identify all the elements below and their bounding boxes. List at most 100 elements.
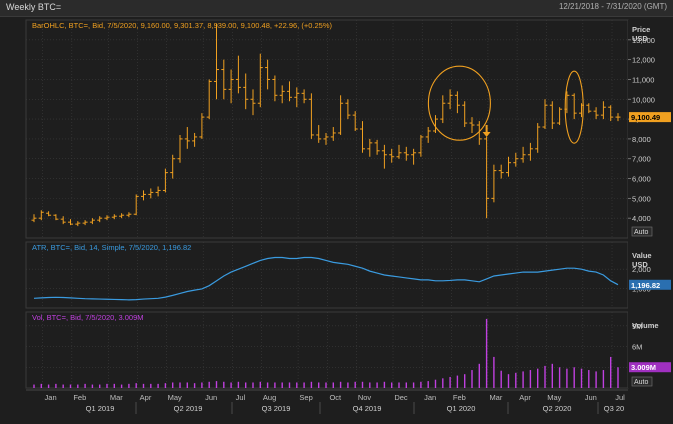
auto-button[interactable] bbox=[631, 226, 653, 237]
vol-legend: Vol, BTC=, Bid, 7/5/2020, 3.009M bbox=[32, 313, 144, 322]
price-y-tick-label: 13,000 bbox=[632, 36, 655, 45]
ohlc-bar bbox=[60, 216, 66, 225]
price-axis-unit: USD bbox=[632, 34, 648, 43]
ohlc-bar bbox=[381, 144, 387, 169]
ohlc-bar bbox=[206, 79, 212, 120]
x-tick-label: Jun bbox=[205, 393, 217, 402]
ohlc-bar bbox=[75, 221, 81, 227]
ohlc-bar bbox=[549, 101, 555, 129]
ohlc-bar bbox=[170, 154, 176, 179]
price-y-tick-label: 4,000 bbox=[632, 214, 651, 223]
ohlc-bar bbox=[600, 101, 606, 120]
ohlc-bar bbox=[31, 214, 37, 223]
x-tick-label: May bbox=[547, 393, 561, 402]
ohlc-bar bbox=[301, 89, 307, 104]
ohlc-bar bbox=[542, 99, 548, 129]
x-tick-label: Feb bbox=[453, 393, 466, 402]
price-y-tick-label: 7,000 bbox=[632, 155, 651, 164]
ohlc-bar bbox=[498, 164, 504, 179]
ohlc-bar bbox=[279, 85, 285, 104]
ohlc-bar bbox=[133, 194, 139, 216]
ohlc-bar bbox=[454, 91, 460, 114]
x-tick-label: Sep bbox=[299, 393, 312, 402]
ohlc-bar bbox=[352, 111, 358, 131]
ohlc-bar bbox=[111, 214, 117, 220]
ohlc-bar bbox=[433, 115, 438, 133]
x-tick-label: Apr bbox=[519, 393, 531, 402]
atr-axis-title: Value bbox=[632, 251, 652, 260]
vol-axis-title: Volume bbox=[632, 321, 659, 330]
ohlc-bar bbox=[323, 132, 329, 145]
x-tick-label: Nov bbox=[358, 393, 372, 402]
atr-legend: ATR, BTC=, Bid, 14, Simple, 7/5/2020, 1,… bbox=[32, 243, 191, 252]
ohlc-bar bbox=[440, 95, 446, 124]
vol-last-value: 3.009M bbox=[631, 363, 656, 372]
ohlc-bar bbox=[345, 99, 351, 120]
ohlc-bar bbox=[308, 93, 314, 139]
ohlc-bar bbox=[411, 148, 417, 165]
ohlc-bar bbox=[235, 55, 241, 94]
ohlc-bar bbox=[228, 69, 234, 104]
x-tick-label: Oct bbox=[329, 393, 342, 402]
ohlc-bar bbox=[38, 210, 44, 221]
highlight-ellipse bbox=[564, 70, 584, 144]
x-tick-label: Mar bbox=[489, 393, 502, 402]
quarter-label: Q1 2019 bbox=[86, 404, 115, 413]
ohlc-bar bbox=[53, 214, 59, 221]
price-last-tag bbox=[629, 112, 671, 123]
x-tick-label: Jul bbox=[236, 393, 246, 402]
price-last-value: 9,100.49 bbox=[631, 113, 660, 122]
ohlc-bar bbox=[491, 164, 497, 203]
ohlc-bar bbox=[367, 138, 373, 157]
x-tick-label: Jan bbox=[45, 393, 57, 402]
price-y-tick-label: 12,000 bbox=[632, 56, 655, 65]
highlight-circle bbox=[427, 65, 491, 141]
vol-y-tick-label: 9M bbox=[632, 322, 642, 331]
ohlc-bar bbox=[360, 121, 365, 153]
ohlc-bar bbox=[535, 123, 541, 153]
ohlc-bar bbox=[162, 168, 168, 193]
ohlc-bar bbox=[287, 81, 292, 102]
atr-last-tag bbox=[629, 279, 671, 290]
chart-header: Weekly BTC= 12/21/2018 - 7/31/2020 (GMT) bbox=[0, 0, 673, 17]
ohlc-bar bbox=[374, 139, 380, 155]
ohlc-bar bbox=[119, 213, 125, 219]
quarter-label: Q3 2019 bbox=[262, 404, 291, 413]
ohlc-bar bbox=[68, 219, 73, 226]
atr-y-tick-label: 2,000 bbox=[632, 265, 651, 274]
atr-line bbox=[33, 256, 619, 301]
chart-title: Weekly BTC= bbox=[6, 2, 62, 12]
ohlc-bar bbox=[418, 134, 424, 157]
ohlc-bar bbox=[593, 107, 599, 120]
ohlc-bar bbox=[89, 218, 95, 225]
atr-last-value: 1,196.82 bbox=[631, 281, 660, 290]
ohlc-bar bbox=[221, 59, 227, 100]
ohlc-bar bbox=[265, 59, 271, 90]
ohlc-bar bbox=[447, 89, 453, 110]
ohlc-bar bbox=[148, 188, 154, 199]
ohlc-bar bbox=[184, 127, 190, 149]
ohlc-bar bbox=[272, 75, 278, 102]
quarter-label: Q1 2020 bbox=[447, 404, 476, 413]
ohlc-bar bbox=[403, 146, 409, 161]
ohlc-bar bbox=[527, 142, 533, 161]
quarter-label: Q3 20 bbox=[604, 404, 624, 413]
ohlc-bar bbox=[476, 121, 482, 145]
x-tick-label: Jul bbox=[615, 393, 625, 402]
ohlc-bar bbox=[520, 146, 526, 163]
ohlc-bar bbox=[557, 107, 563, 126]
auto-button[interactable] bbox=[631, 376, 653, 387]
ohlc-bar bbox=[615, 113, 621, 122]
quarter-label: Q2 2019 bbox=[174, 404, 203, 413]
ohlc-bar bbox=[316, 125, 322, 143]
price-axis-title: Price bbox=[632, 25, 650, 34]
ohlc-bar bbox=[586, 103, 592, 114]
ohlc-bar bbox=[97, 216, 103, 223]
ohlc-bar bbox=[126, 212, 132, 218]
ohlc-bar bbox=[389, 148, 395, 163]
date-range: 12/21/2018 - 7/31/2020 (GMT) bbox=[558, 2, 667, 11]
ohlc-bar bbox=[330, 127, 336, 141]
ohlc-bar bbox=[192, 132, 198, 147]
